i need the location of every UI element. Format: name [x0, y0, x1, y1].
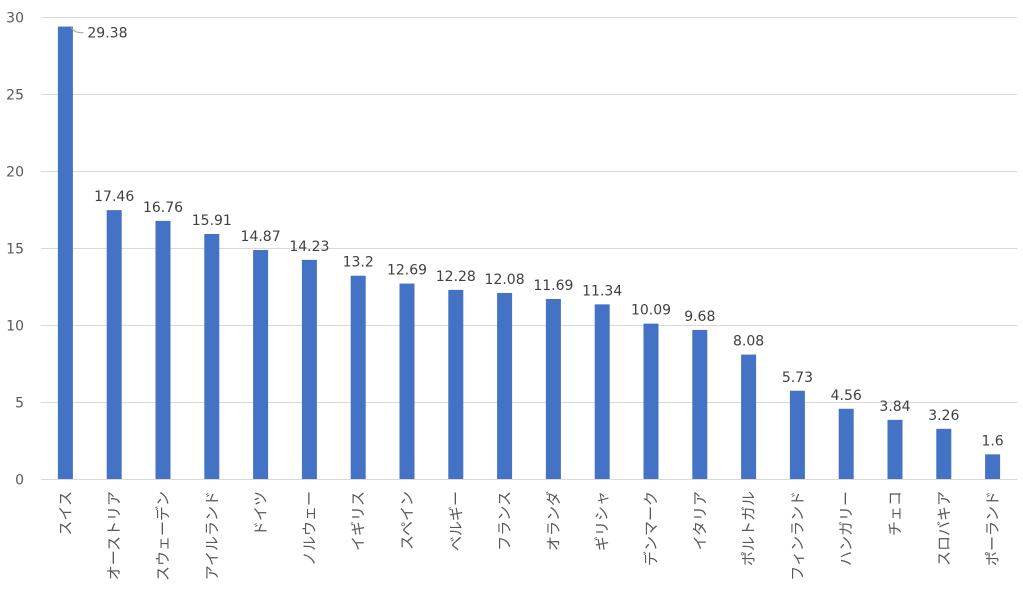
- data-label: 11.34: [582, 283, 622, 299]
- data-label: 3.26: [928, 408, 959, 424]
- category-label: ハンガリー: [837, 491, 855, 566]
- y-tick-label: 20: [6, 165, 24, 181]
- data-label: 29.38: [87, 26, 127, 42]
- bar: [399, 283, 415, 479]
- category-label: ノルウェー: [300, 491, 318, 566]
- category-label: イギリス: [349, 491, 367, 551]
- bar: [936, 428, 952, 479]
- bar: [545, 298, 561, 479]
- category-label: スイス: [56, 491, 74, 536]
- category-label: オーストリア: [105, 491, 123, 580]
- category-label: ギリシャ: [593, 491, 611, 551]
- bar: [594, 304, 610, 479]
- category-label: デンマーク: [642, 491, 660, 566]
- bars: [57, 26, 1001, 479]
- data-label: 1.6: [981, 433, 1003, 449]
- bar: [838, 408, 854, 479]
- category-label: フィンランド: [788, 491, 806, 581]
- bar: [643, 323, 659, 479]
- bar: [985, 454, 1001, 479]
- bar: [155, 220, 171, 479]
- y-tick-label: 5: [15, 396, 24, 412]
- data-label: 14.23: [289, 239, 329, 255]
- bar: [448, 289, 464, 479]
- y-tick-label: 25: [6, 88, 24, 104]
- bar: [106, 210, 122, 479]
- data-label: 12.69: [387, 263, 427, 279]
- bar: [741, 354, 757, 479]
- data-label: 5.73: [782, 370, 813, 386]
- category-label: ベルギー: [447, 491, 465, 551]
- data-label: 3.84: [879, 399, 910, 415]
- y-axis-ticks: 0 5 10 15 20 25 30: [6, 11, 24, 489]
- data-labels: 29.38 17.46 16.76 15.91 14.87 14.23 13.2 12.69 1…: [70, 26, 1004, 449]
- data-label: 4.56: [831, 388, 862, 404]
- category-label: スウェーデン: [154, 491, 172, 581]
- bar: [253, 250, 269, 479]
- category-label: ポルトガル: [740, 491, 758, 566]
- bar: [497, 292, 513, 479]
- bar: [204, 233, 220, 479]
- data-label: 10.09: [631, 303, 671, 319]
- data-label: 12.28: [436, 269, 476, 285]
- y-tick-label: 0: [15, 473, 24, 489]
- y-tick-label: 15: [6, 242, 24, 258]
- leader-line: [70, 27, 84, 34]
- category-label: ポーランド: [984, 491, 1002, 566]
- bar: [887, 419, 903, 479]
- data-label: 16.76: [143, 200, 183, 216]
- gridlines: [41, 17, 1017, 480]
- data-label: 15.91: [192, 213, 232, 229]
- x-axis-categories: スイス オーストリア スウェーデン アイルランド ドイツ ノルウェー イギリス スペイン ベルギ…: [56, 491, 1001, 581]
- category-label: スペイン: [398, 491, 416, 550]
- data-label: 11.69: [533, 278, 573, 294]
- category-label: アイルランド: [203, 491, 221, 580]
- bar: [301, 259, 317, 479]
- bar: [57, 26, 73, 479]
- data-label: 8.08: [733, 334, 764, 350]
- data-label: 13.2: [343, 255, 374, 271]
- category-label: オランダ: [544, 491, 562, 551]
- category-label: チェコ: [886, 491, 904, 536]
- data-label: 14.87: [241, 229, 281, 245]
- bar: [789, 390, 805, 479]
- y-tick-label: 10: [6, 319, 24, 335]
- data-label: 9.68: [684, 309, 715, 325]
- y-tick-label: 30: [6, 11, 24, 27]
- data-label: 17.46: [94, 189, 134, 205]
- category-label: フランス: [496, 491, 514, 551]
- category-label: ドイツ: [252, 491, 270, 536]
- category-label: スロバキア: [935, 491, 953, 566]
- category-label: イタリア: [691, 491, 709, 550]
- data-label: 12.08: [485, 272, 525, 288]
- bar: [692, 329, 708, 479]
- bar: [350, 275, 366, 479]
